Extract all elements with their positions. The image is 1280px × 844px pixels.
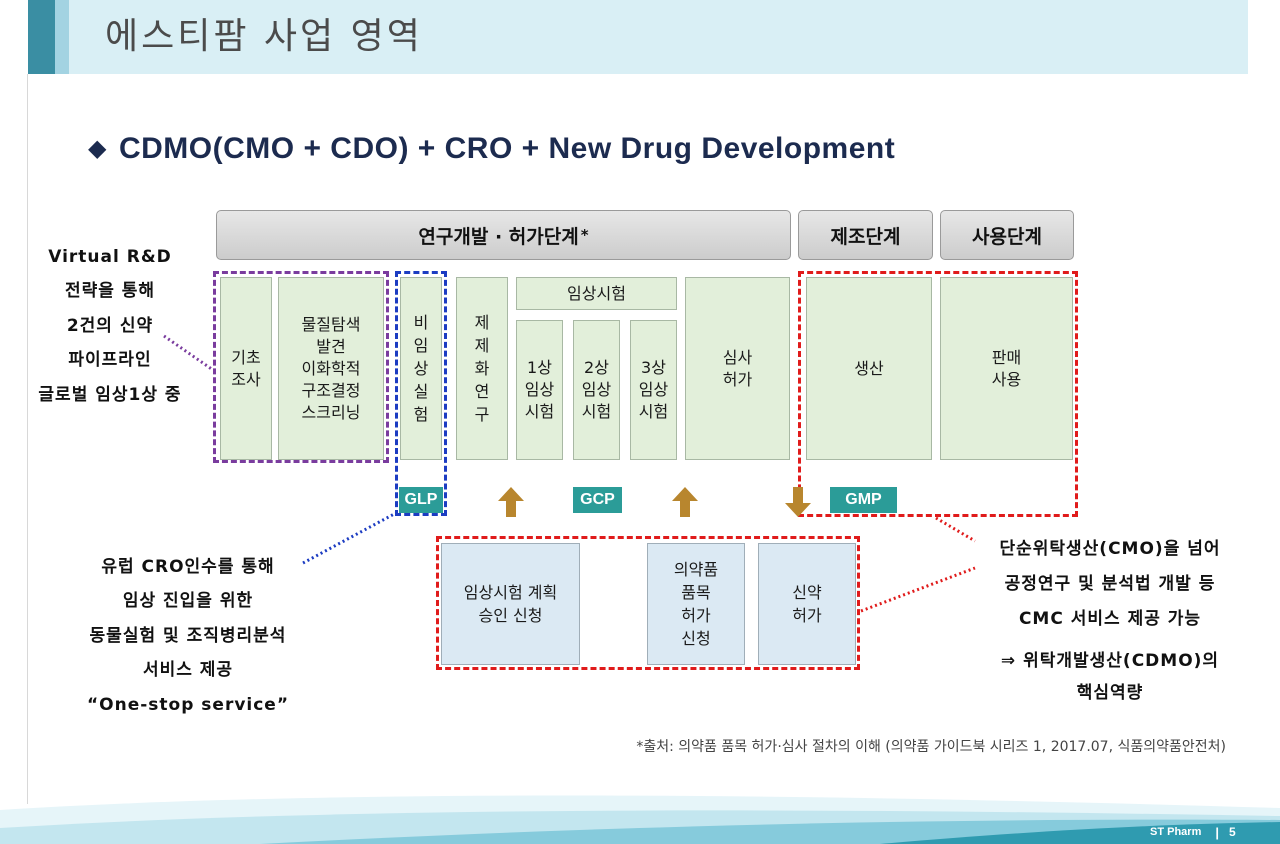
application-clinical-trial-plan: 임상시험 계획 승인 신청 [441, 543, 580, 665]
stage-discovery: 물질탐색 발견 이화학적 구조결정 스크리닝 [278, 277, 384, 460]
virtual-rnd-group [213, 271, 389, 463]
stage-production: 생산 [806, 277, 932, 460]
page-title: 에스티팜 사업 영역 [105, 16, 423, 57]
annotation-cdmo-conclusion: ⇒ 위탁개발생산(CDMO)의 핵심역량 [960, 645, 1260, 709]
annotation-line: 핵심역량 [1076, 683, 1144, 703]
annotation-line: CMC 서비스 제공 가능 [1018, 609, 1202, 629]
cdmo-application-group [436, 536, 860, 670]
header-accent-light [55, 0, 69, 74]
application-new-drug-approval: 신약 허가 [758, 543, 856, 665]
stage-nonclinical-label: 비임상실험 [413, 313, 429, 424]
stage-clinical-phase-1: 1상 임상 시험 [516, 320, 563, 460]
stage-review-approval: 심사 허가 [685, 277, 790, 460]
annotation-line: 공정연구 및 분석법 개발 등 [1004, 574, 1216, 594]
gmp-badge: GMP [830, 487, 897, 513]
stage-clinical-phase-3: 3상 임상 시험 [630, 320, 677, 460]
stage-basic-research: 기초 조사 [220, 277, 272, 460]
footer: ST Pharm | 5 [1150, 823, 1236, 841]
annotation-line: 임상 진입을 위한 [122, 591, 254, 612]
annotation-line: “One-stop service” [86, 694, 290, 715]
up-arrow-icon [672, 487, 698, 517]
application-product-approval: 의약품 품목 허가 신청 [647, 543, 745, 665]
annotation-line: 파이프라인 [68, 350, 152, 371]
stage-formulation: 제제화연구 [456, 277, 508, 460]
up-arrow-icon [498, 487, 524, 517]
glp-badge: GLP [399, 487, 443, 513]
annotation-line: 단순위탁생산(CMO)을 넘어 [999, 539, 1221, 559]
annotation-cdmo: 단순위탁생산(CMO)을 넘어 공정연구 및 분석법 개발 등 CMC 서비스 … [960, 532, 1260, 637]
annotation-line: Virtual R&D [48, 247, 172, 267]
header-accent-dark [28, 0, 55, 74]
phase-usage: 사용단계 [940, 210, 1074, 260]
annotation-line: 유럽 CRO인수를 통해 [101, 557, 275, 577]
annotation-line: 2건의 신약 [66, 315, 154, 336]
annotation-line: 동물실험 및 조직병리분석 [89, 625, 287, 646]
phase-research-approval: 연구개발 · 허가단계 * [216, 210, 791, 260]
annotation-line: 글로벌 임상1상 중 [38, 384, 182, 405]
gcp-badge: GCP [573, 487, 622, 513]
footer-separator: | [1215, 824, 1219, 840]
glp-group [395, 271, 447, 516]
down-arrow-icon [785, 487, 811, 517]
stage-clinical-phase-2: 2상 임상 시험 [573, 320, 620, 460]
annotation-line: 전략을 통해 [64, 281, 156, 302]
stage-sales-use: 판매 사용 [940, 277, 1073, 460]
footer-wave [0, 784, 1280, 844]
subtitle: ◆ CDMO(CMO + CDO) + CRO + New Drug Develo… [88, 127, 895, 169]
annotation-virtual-rnd: Virtual R&D 전략을 통해 2건의 신약 파이프라인 글로벌 임상1상… [10, 240, 210, 412]
phase-research-approval-label: 연구개발 · 허가단계 [418, 225, 579, 248]
header-band [69, 0, 1248, 74]
stage-nonclinical: 비임상실험 [400, 277, 442, 460]
subtitle-text: CDMO(CMO + CDO) + CRO + New Drug Develop… [118, 132, 896, 165]
page-number: 5 [1229, 825, 1236, 839]
source-footnote: *출처: 의약품 품목 허가·심사 절차의 이해 (의약품 가이드북 시리즈 1… [636, 739, 1226, 755]
annotation-cro: 유럽 CRO인수를 통해 임상 진입을 위한 동물실험 및 조직병리분석 서비스… [38, 550, 338, 722]
stage-clinical-header: 임상시험 [516, 277, 677, 310]
footer-company: ST Pharm [1150, 826, 1202, 838]
gmp-group [798, 271, 1078, 517]
left-rule [27, 74, 28, 804]
stage-formulation-label: 제제화연구 [474, 313, 490, 424]
annotation-line: 서비스 제공 [142, 660, 234, 681]
cdmo-connector-bottom [860, 566, 976, 613]
diamond-bullet-icon: ◆ [88, 134, 107, 162]
phase-manufacturing: 제조단계 [798, 210, 933, 260]
annotation-line: ⇒ 위탁개발생산(CDMO)의 [1000, 651, 1220, 671]
